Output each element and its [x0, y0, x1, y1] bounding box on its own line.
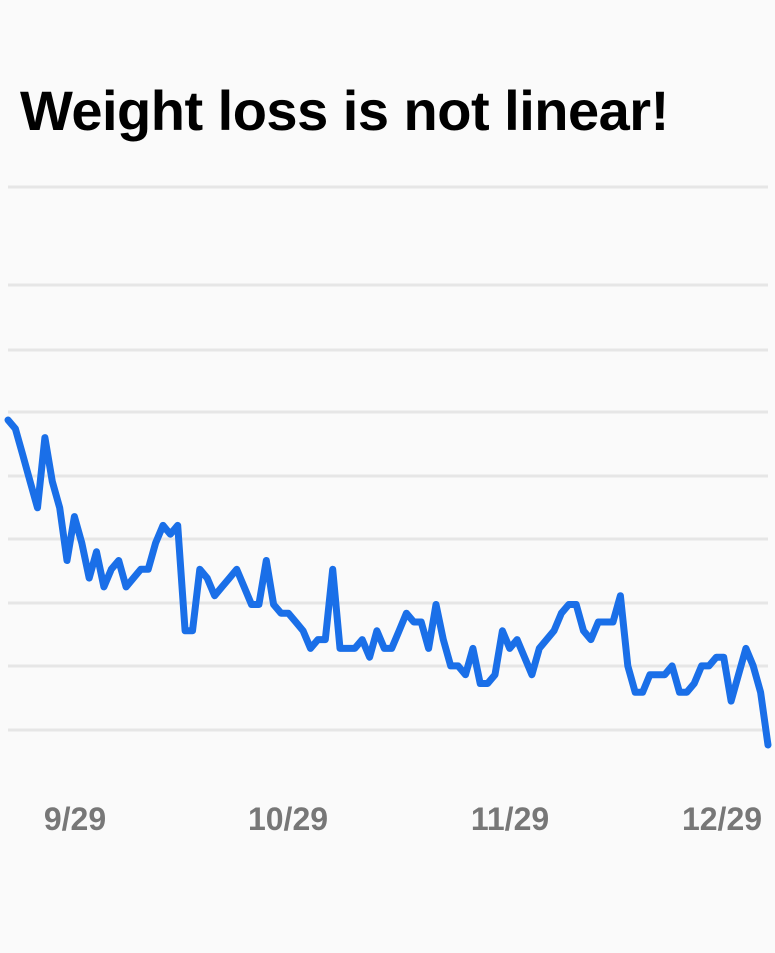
x-tick-label: 11/29 [471, 801, 549, 837]
series-layer [4, 416, 772, 749]
x-tick-label: 10/29 [248, 801, 328, 837]
x-tick-label: 12/29 [682, 801, 762, 837]
x-tick-label: 9/29 [44, 801, 106, 837]
series-line [4, 416, 772, 749]
gridlines [8, 185, 768, 732]
chart-title: Weight loss is not linear! [20, 79, 669, 142]
x-axis-ticks: 9/29 10/29 11/29 12/29 [44, 801, 762, 837]
